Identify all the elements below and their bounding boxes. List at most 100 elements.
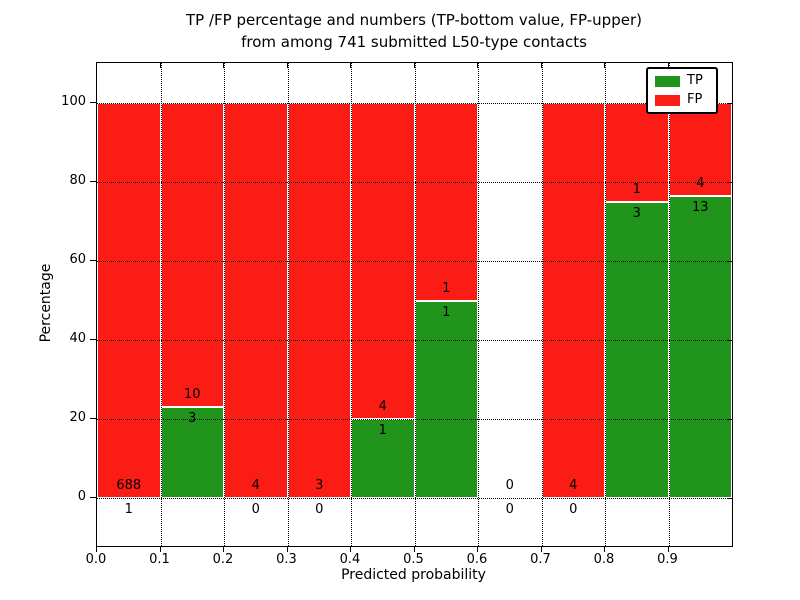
legend: TP FP — [646, 67, 718, 114]
tp-bar-segment — [414, 300, 478, 499]
y-tick-mark — [90, 418, 96, 420]
x-top-tick-mark — [223, 63, 224, 68]
x-tick-label: 0.6 — [466, 552, 488, 567]
fp-count-label: 4 — [696, 175, 705, 191]
fp-count-label: 1 — [442, 280, 451, 296]
fp-bar-segment — [97, 102, 161, 498]
legend-item-fp: FP — [655, 93, 709, 107]
v-gridline — [351, 63, 352, 546]
fp-bar-segment — [160, 102, 224, 408]
x-top-tick-mark — [667, 63, 669, 68]
tp-count-label: 0 — [251, 502, 260, 518]
tp-count-label: 0 — [505, 502, 514, 518]
y-right-tick-mark — [727, 102, 732, 104]
x-tick-label: 0.5 — [403, 552, 424, 567]
y-tick-label: 20 — [69, 410, 86, 426]
y-axis-label: Percentage — [38, 263, 54, 343]
y-tick-label: 0 — [77, 489, 86, 505]
x-tick-label: 0.8 — [593, 552, 615, 567]
x-tick-mark — [604, 547, 605, 552]
y-tick-label: 40 — [69, 331, 86, 347]
y-right-tick-mark — [727, 260, 732, 262]
fp-count-label: 688 — [116, 477, 142, 493]
x-top-tick-mark — [159, 63, 161, 68]
tp-count-label: 0 — [315, 502, 324, 518]
y-tick-mark — [90, 101, 96, 103]
legend-swatch-fp — [655, 94, 680, 106]
v-gridline — [224, 63, 225, 546]
x-top-tick-mark — [477, 63, 478, 68]
x-tick-label: 0.3 — [276, 552, 297, 567]
tp-count-label: 0 — [569, 502, 578, 518]
x-tick-mark — [159, 547, 161, 552]
y-tick-mark — [90, 339, 96, 341]
chart-title-line1: TP /FP percentage and numbers (TP-bottom… — [186, 11, 642, 29]
tp-bar-segment — [160, 407, 224, 499]
fp-count-label: 10 — [183, 387, 201, 403]
x-top-tick-mark — [413, 63, 415, 68]
x-top-tick-mark — [350, 63, 351, 68]
y-tick-label: 80 — [69, 172, 86, 188]
x-tick-mark — [96, 547, 97, 552]
y-right-tick-mark — [727, 181, 732, 183]
fp-bar-segment — [541, 102, 605, 499]
tp-count-label: 3 — [188, 411, 197, 427]
tp-count-label: 1 — [442, 304, 451, 320]
tp-count-label: 1 — [378, 423, 387, 439]
fp-bar-segment — [224, 102, 288, 499]
x-tick-label: 0.1 — [149, 552, 170, 567]
x-axis-label: Predicted probability — [341, 567, 486, 583]
x-tick-label: 0.4 — [339, 552, 361, 567]
chart-title-line2: from among 741 submitted L50-type contac… — [241, 33, 587, 51]
tp-bar-segment — [668, 195, 732, 499]
x-top-tick-mark — [604, 63, 605, 68]
legend-item-tp: TP — [655, 74, 709, 88]
x-tick-mark — [540, 547, 542, 552]
v-gridline — [605, 63, 606, 546]
fp-bar-segment — [414, 102, 478, 301]
y-right-tick-mark — [727, 498, 732, 500]
legend-label: TP — [687, 73, 703, 88]
chart-title: TP /FP percentage and numbers (TP-bottom… — [96, 9, 732, 53]
x-tick-mark — [667, 547, 669, 552]
x-tick-mark — [350, 547, 351, 552]
plot-area: 688 1 10 3 4 0 3 0 4 1 1 1 0 0 4 0 1 3 4 13 — [96, 62, 733, 547]
x-tick-mark — [223, 547, 224, 552]
tp-count-label: 13 — [691, 199, 709, 215]
fp-count-label: 1 — [632, 181, 641, 197]
y-tick-mark — [90, 259, 96, 261]
legend-label: FP — [687, 92, 703, 107]
y-tick-label: 60 — [69, 251, 86, 267]
x-tick-label: 0.0 — [85, 552, 107, 567]
y-tick-label: 100 — [61, 93, 86, 109]
v-gridline — [287, 63, 289, 546]
x-tick-mark — [477, 547, 478, 552]
fp-count-label: 4 — [251, 478, 260, 494]
tp-count-label: 1 — [124, 501, 133, 517]
fp-count-label: 3 — [315, 478, 324, 494]
x-tick-label: 0.2 — [212, 552, 234, 567]
legend-swatch-tp — [655, 75, 680, 87]
fp-count-label: 4 — [378, 399, 387, 415]
v-gridline — [160, 63, 162, 546]
fp-count-label: 4 — [569, 478, 578, 494]
fp-bar-segment — [287, 102, 351, 499]
x-tick-mark — [286, 547, 288, 552]
y-right-tick-mark — [727, 340, 732, 342]
v-gridline — [668, 63, 670, 546]
x-tick-label: 0.9 — [657, 552, 678, 567]
y-right-tick-mark — [727, 419, 732, 421]
x-top-tick-mark — [540, 63, 542, 68]
tp-bar-segment — [605, 201, 669, 499]
v-gridline — [541, 63, 543, 546]
v-gridline — [478, 63, 479, 546]
y-tick-mark — [90, 497, 96, 499]
fp-count-label: 0 — [505, 478, 514, 494]
y-tick-mark — [90, 180, 96, 182]
x-tick-mark — [413, 547, 415, 552]
tp-count-label: 3 — [632, 205, 641, 221]
x-tick-label: 0.7 — [530, 552, 551, 567]
fp-bar-segment — [605, 102, 669, 202]
v-gridline — [414, 63, 416, 546]
